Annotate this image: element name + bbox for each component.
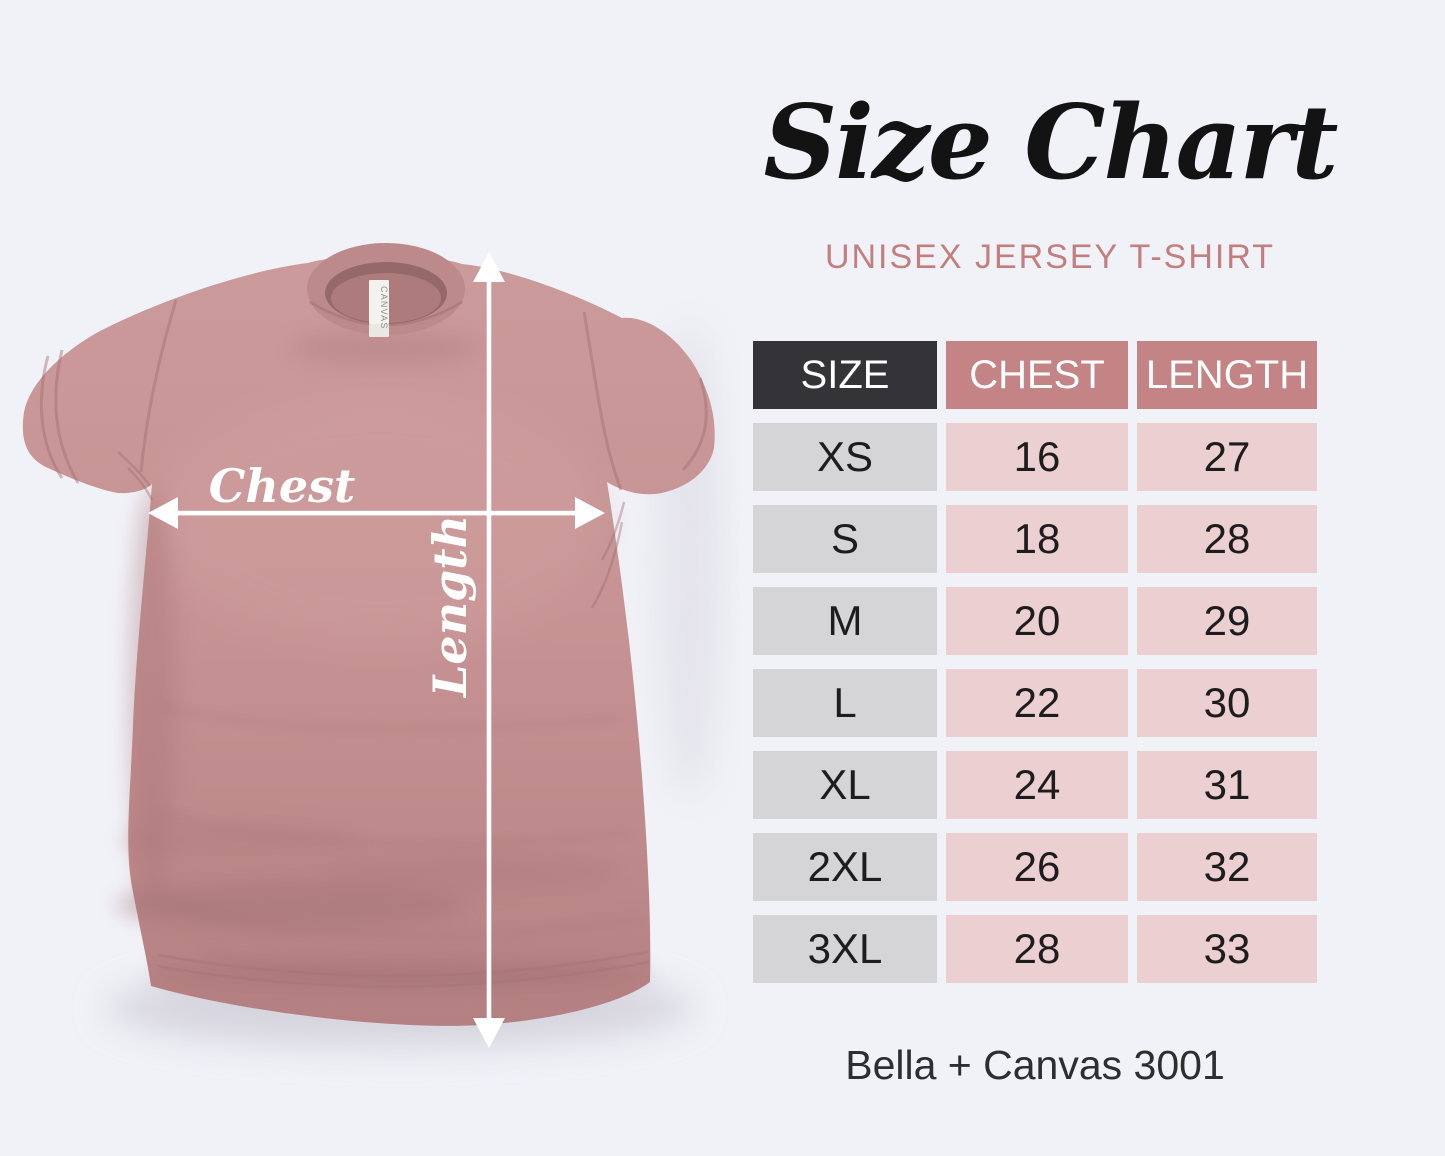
length-label: Length bbox=[423, 515, 477, 699]
length-cell: 27 bbox=[1137, 423, 1317, 491]
measurement-arrows: Chest Length bbox=[148, 252, 605, 1048]
page-subtitle: UNISEX JERSEY T-SHIRT bbox=[824, 238, 1276, 276]
size-cell: M bbox=[753, 587, 937, 655]
size-cell: XS bbox=[753, 423, 937, 491]
chest-cell: 16 bbox=[946, 423, 1128, 491]
chest-arrow bbox=[148, 497, 605, 529]
header-size: SIZE bbox=[753, 341, 937, 409]
size-table: SIZE CHEST LENGTH XS 16 27 S 18 28 M 20 … bbox=[753, 341, 1317, 983]
neck-tag-text: CANVAS bbox=[379, 286, 389, 330]
tshirt-silhouette: CANVAS bbox=[22, 243, 715, 1026]
chest-cell: 26 bbox=[946, 833, 1128, 901]
size-cell: 2XL bbox=[753, 833, 937, 901]
chest-cell: 20 bbox=[946, 587, 1128, 655]
neck-tag: CANVAS bbox=[369, 280, 389, 337]
brand-line: Bella + Canvas 3001 bbox=[845, 1042, 1225, 1088]
tshirt-photo: CANVAS Chest Length bbox=[22, 243, 724, 1048]
length-cell: 28 bbox=[1137, 505, 1317, 573]
page-title: Size Chart bbox=[763, 83, 1338, 203]
size-cell: XL bbox=[753, 751, 937, 819]
chest-cell: 24 bbox=[946, 751, 1128, 819]
chest-cell: 22 bbox=[946, 669, 1128, 737]
size-cell: S bbox=[753, 505, 937, 573]
size-cell: 3XL bbox=[753, 915, 937, 983]
header-length: LENGTH bbox=[1137, 341, 1317, 409]
length-cell: 32 bbox=[1137, 833, 1317, 901]
length-cell: 31 bbox=[1137, 751, 1317, 819]
length-cell: 33 bbox=[1137, 915, 1317, 983]
size-cell: L bbox=[753, 669, 937, 737]
chest-label: Chest bbox=[209, 459, 355, 513]
length-cell: 30 bbox=[1137, 669, 1317, 737]
length-cell: 29 bbox=[1137, 587, 1317, 655]
length-arrow bbox=[473, 252, 505, 1048]
chest-cell: 18 bbox=[946, 505, 1128, 573]
chest-cell: 28 bbox=[946, 915, 1128, 983]
header-chest: CHEST bbox=[946, 341, 1128, 409]
